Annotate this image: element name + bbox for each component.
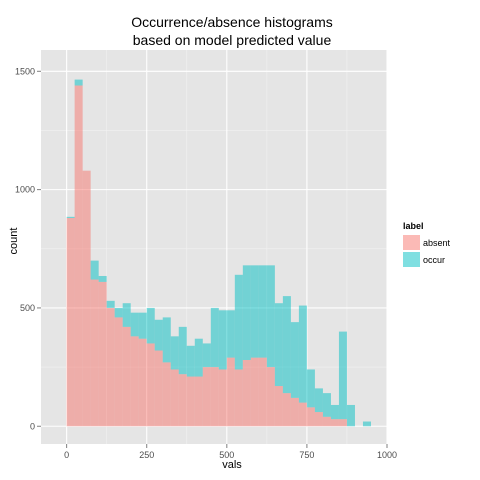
bar-absent [306, 407, 315, 427]
bar-absent [106, 307, 115, 427]
bar-occur [210, 307, 219, 368]
bar-absent [282, 393, 291, 427]
bar-occur [146, 307, 155, 344]
bar-occur [154, 319, 163, 351]
y-tick-label: 1500 [15, 66, 35, 76]
bar-occur [298, 305, 307, 403]
bar-absent [146, 343, 155, 427]
bar-absent [170, 369, 179, 427]
bar-occur [178, 326, 187, 375]
bar-absent [218, 369, 227, 427]
bars [66, 79, 371, 427]
bar-absent [338, 419, 347, 427]
bar-absent [82, 170, 91, 427]
bar-occur [242, 265, 251, 360]
bar-absent [226, 357, 235, 427]
x-tick-label: 250 [139, 450, 154, 460]
x-tick-label: 500 [219, 450, 234, 460]
bar-occur [234, 274, 243, 370]
bar-absent [322, 416, 331, 427]
bar-absent [234, 369, 243, 427]
bar-occur [306, 369, 315, 408]
bar-absent [298, 402, 307, 427]
y-tick-label: 0 [30, 421, 35, 431]
bar-occur [322, 393, 331, 417]
bar-occur [138, 312, 147, 339]
bar-occur [282, 296, 291, 394]
bar-occur [90, 260, 99, 280]
y-axis-title: count [8, 228, 20, 255]
x-axis-ticks: 0 250 500 750 1000 [64, 444, 397, 460]
bar-occur [162, 317, 171, 363]
chart-title-line-1: Occurrence/absence histograms [131, 14, 333, 30]
legend: label absent occur [403, 221, 451, 267]
bar-absent [90, 279, 99, 427]
x-axis-title: vals [222, 459, 242, 471]
bar-occur [362, 421, 371, 427]
bar-absent [330, 419, 339, 427]
bar-absent [186, 376, 195, 427]
bar-absent [242, 359, 251, 427]
x-tick-label: 1000 [377, 450, 397, 460]
legend-title: label [403, 221, 424, 231]
bar-absent [258, 357, 267, 427]
legend-label-occur: occur [423, 255, 445, 265]
chart-title-line-2: based on model predicted value [133, 32, 332, 48]
bar-occur [226, 310, 235, 358]
y-tick-label: 500 [20, 303, 35, 313]
bar-absent [122, 326, 131, 427]
legend-swatch-absent [403, 235, 420, 250]
bar-absent [266, 367, 275, 427]
bar-absent [274, 386, 283, 427]
bar-occur [258, 265, 267, 358]
legend-swatch-occur [403, 252, 420, 267]
bar-absent [154, 350, 163, 427]
bar-occur [66, 216, 75, 219]
bar-absent [178, 374, 187, 427]
bar-occur [202, 343, 211, 368]
bar-absent [138, 338, 147, 427]
bar-occur [114, 307, 123, 318]
bar-occur [170, 336, 179, 370]
x-tick-label: 0 [64, 450, 69, 460]
bar-absent [250, 357, 259, 427]
bar-occur [250, 265, 259, 358]
x-tick-label: 750 [299, 450, 314, 460]
bar-occur [274, 303, 283, 387]
bar-absent [290, 397, 299, 427]
bar-absent [114, 317, 123, 427]
bar-occur [330, 404, 339, 420]
bar-absent [202, 367, 211, 427]
bar-occur [338, 331, 347, 420]
bar-absent [314, 412, 323, 427]
bar-absent [74, 85, 83, 427]
bar-occur [106, 300, 115, 308]
bar-absent [66, 218, 75, 427]
legend-label-absent: absent [423, 238, 451, 248]
bar-occur [186, 345, 195, 377]
y-tick-label: 1000 [15, 185, 35, 195]
bar-occur [98, 275, 107, 282]
bar-absent [210, 367, 219, 427]
bar-occur [130, 312, 139, 337]
bar-occur [314, 388, 323, 413]
bar-occur [266, 265, 275, 368]
bar-occur [194, 338, 203, 377]
bar-occur [218, 310, 227, 370]
bar-absent [130, 336, 139, 427]
bar-occur [346, 404, 355, 427]
y-axis-ticks: 0 500 1000 1500 [15, 66, 41, 431]
bar-occur [122, 303, 131, 327]
bar-absent [98, 281, 107, 427]
bar-absent [194, 376, 203, 427]
bar-occur [290, 322, 299, 398]
bar-absent [162, 362, 171, 427]
bar-occur [74, 79, 83, 86]
